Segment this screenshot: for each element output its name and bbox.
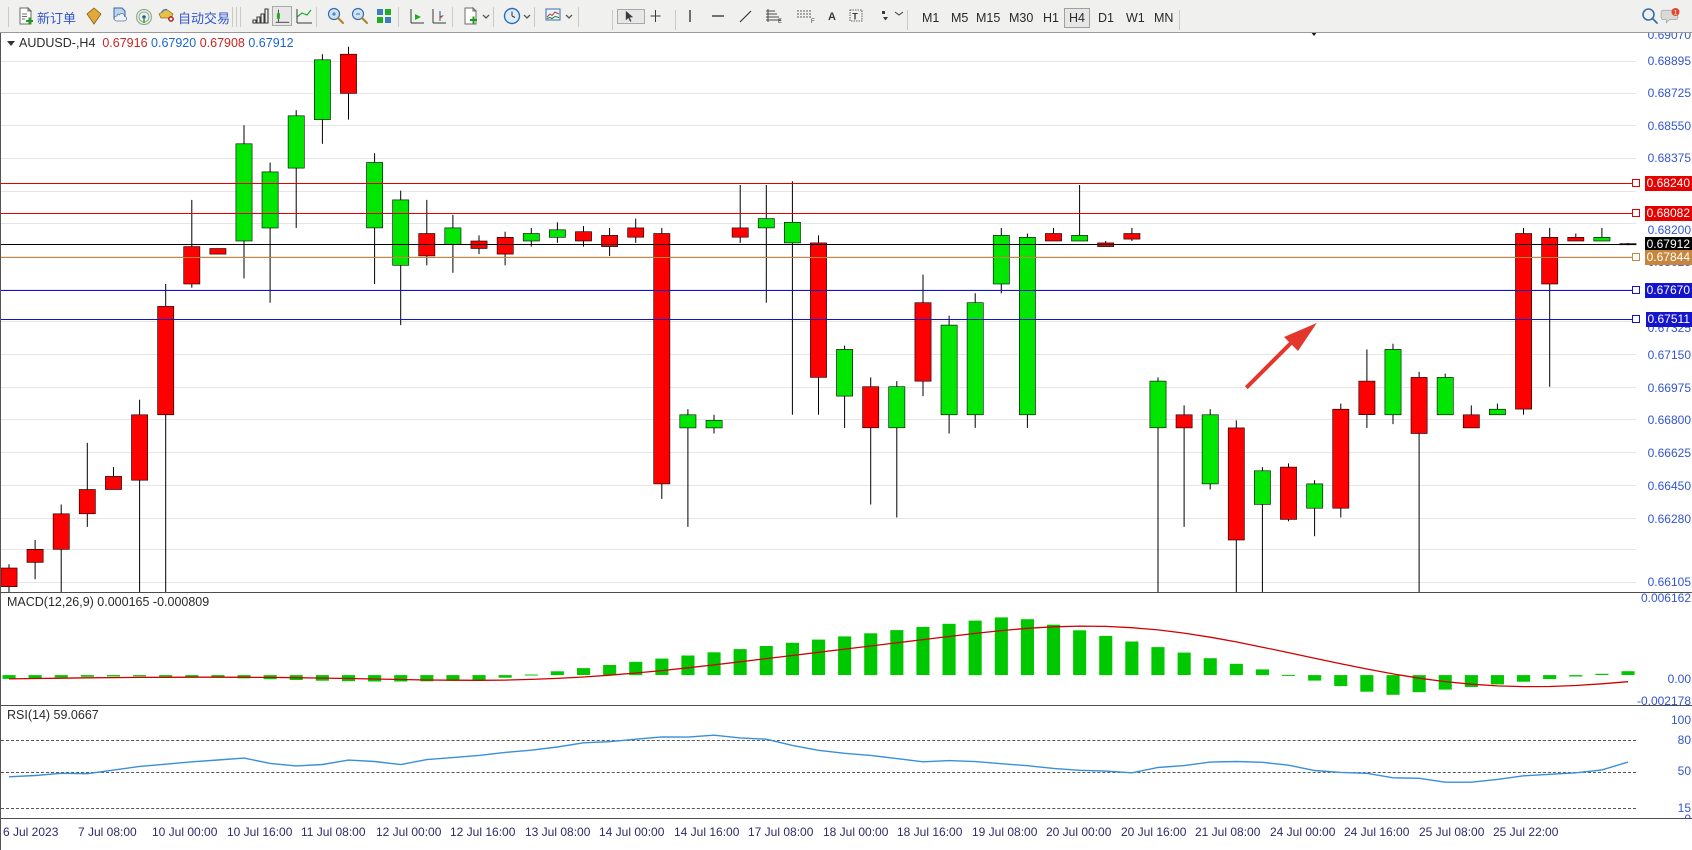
svg-text:T: T — [852, 12, 858, 22]
svg-text:A: A — [828, 11, 836, 23]
svg-text:F: F — [811, 19, 815, 24]
svg-text:E: E — [778, 19, 782, 24]
